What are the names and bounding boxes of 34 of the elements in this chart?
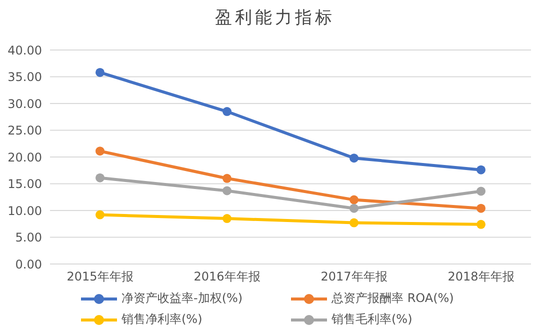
y-tick-label: 10.00 [8, 204, 42, 218]
point [222, 186, 232, 196]
y-tick-label: 0.00 [15, 257, 42, 272]
legend-label: 销售毛利率(%) [332, 311, 412, 328]
y-tick-label: 25.00 [8, 124, 42, 138]
point [476, 165, 486, 174]
point [96, 210, 104, 220]
x-tick-label: 2015年年报 [66, 270, 134, 284]
point [476, 204, 486, 213]
y-tick-label: 15.00 [8, 177, 42, 192]
point [350, 204, 358, 213]
point [96, 68, 104, 77]
point [96, 173, 104, 182]
legend-label: 销售净利率(%) [122, 311, 202, 328]
y-tick-label: 30.00 [8, 96, 42, 111]
chart-title: 盈利能力指标 [214, 7, 336, 29]
point [476, 220, 486, 229]
point [476, 186, 486, 196]
point [350, 154, 358, 163]
y-tick-label: 40.00 [8, 43, 42, 58]
point [222, 107, 232, 116]
point [96, 146, 104, 156]
legend-label: 总资产报酬率 ROA(%) [332, 290, 454, 307]
legend-label: 净资产收益率-加权(%) [122, 290, 243, 307]
y-tick-label: 5.00 [15, 230, 42, 245]
y-tick-label: 20.00 [8, 150, 42, 164]
point [222, 174, 232, 183]
point [222, 214, 232, 224]
x-tick-label: 2016年年报 [194, 270, 260, 284]
point [350, 195, 358, 204]
x-tick-label: 2018年年报 [448, 270, 514, 284]
point [350, 218, 358, 228]
x-tick-label: 2017年年报 [320, 270, 388, 284]
y-tick-label: 35.00 [8, 70, 42, 84]
